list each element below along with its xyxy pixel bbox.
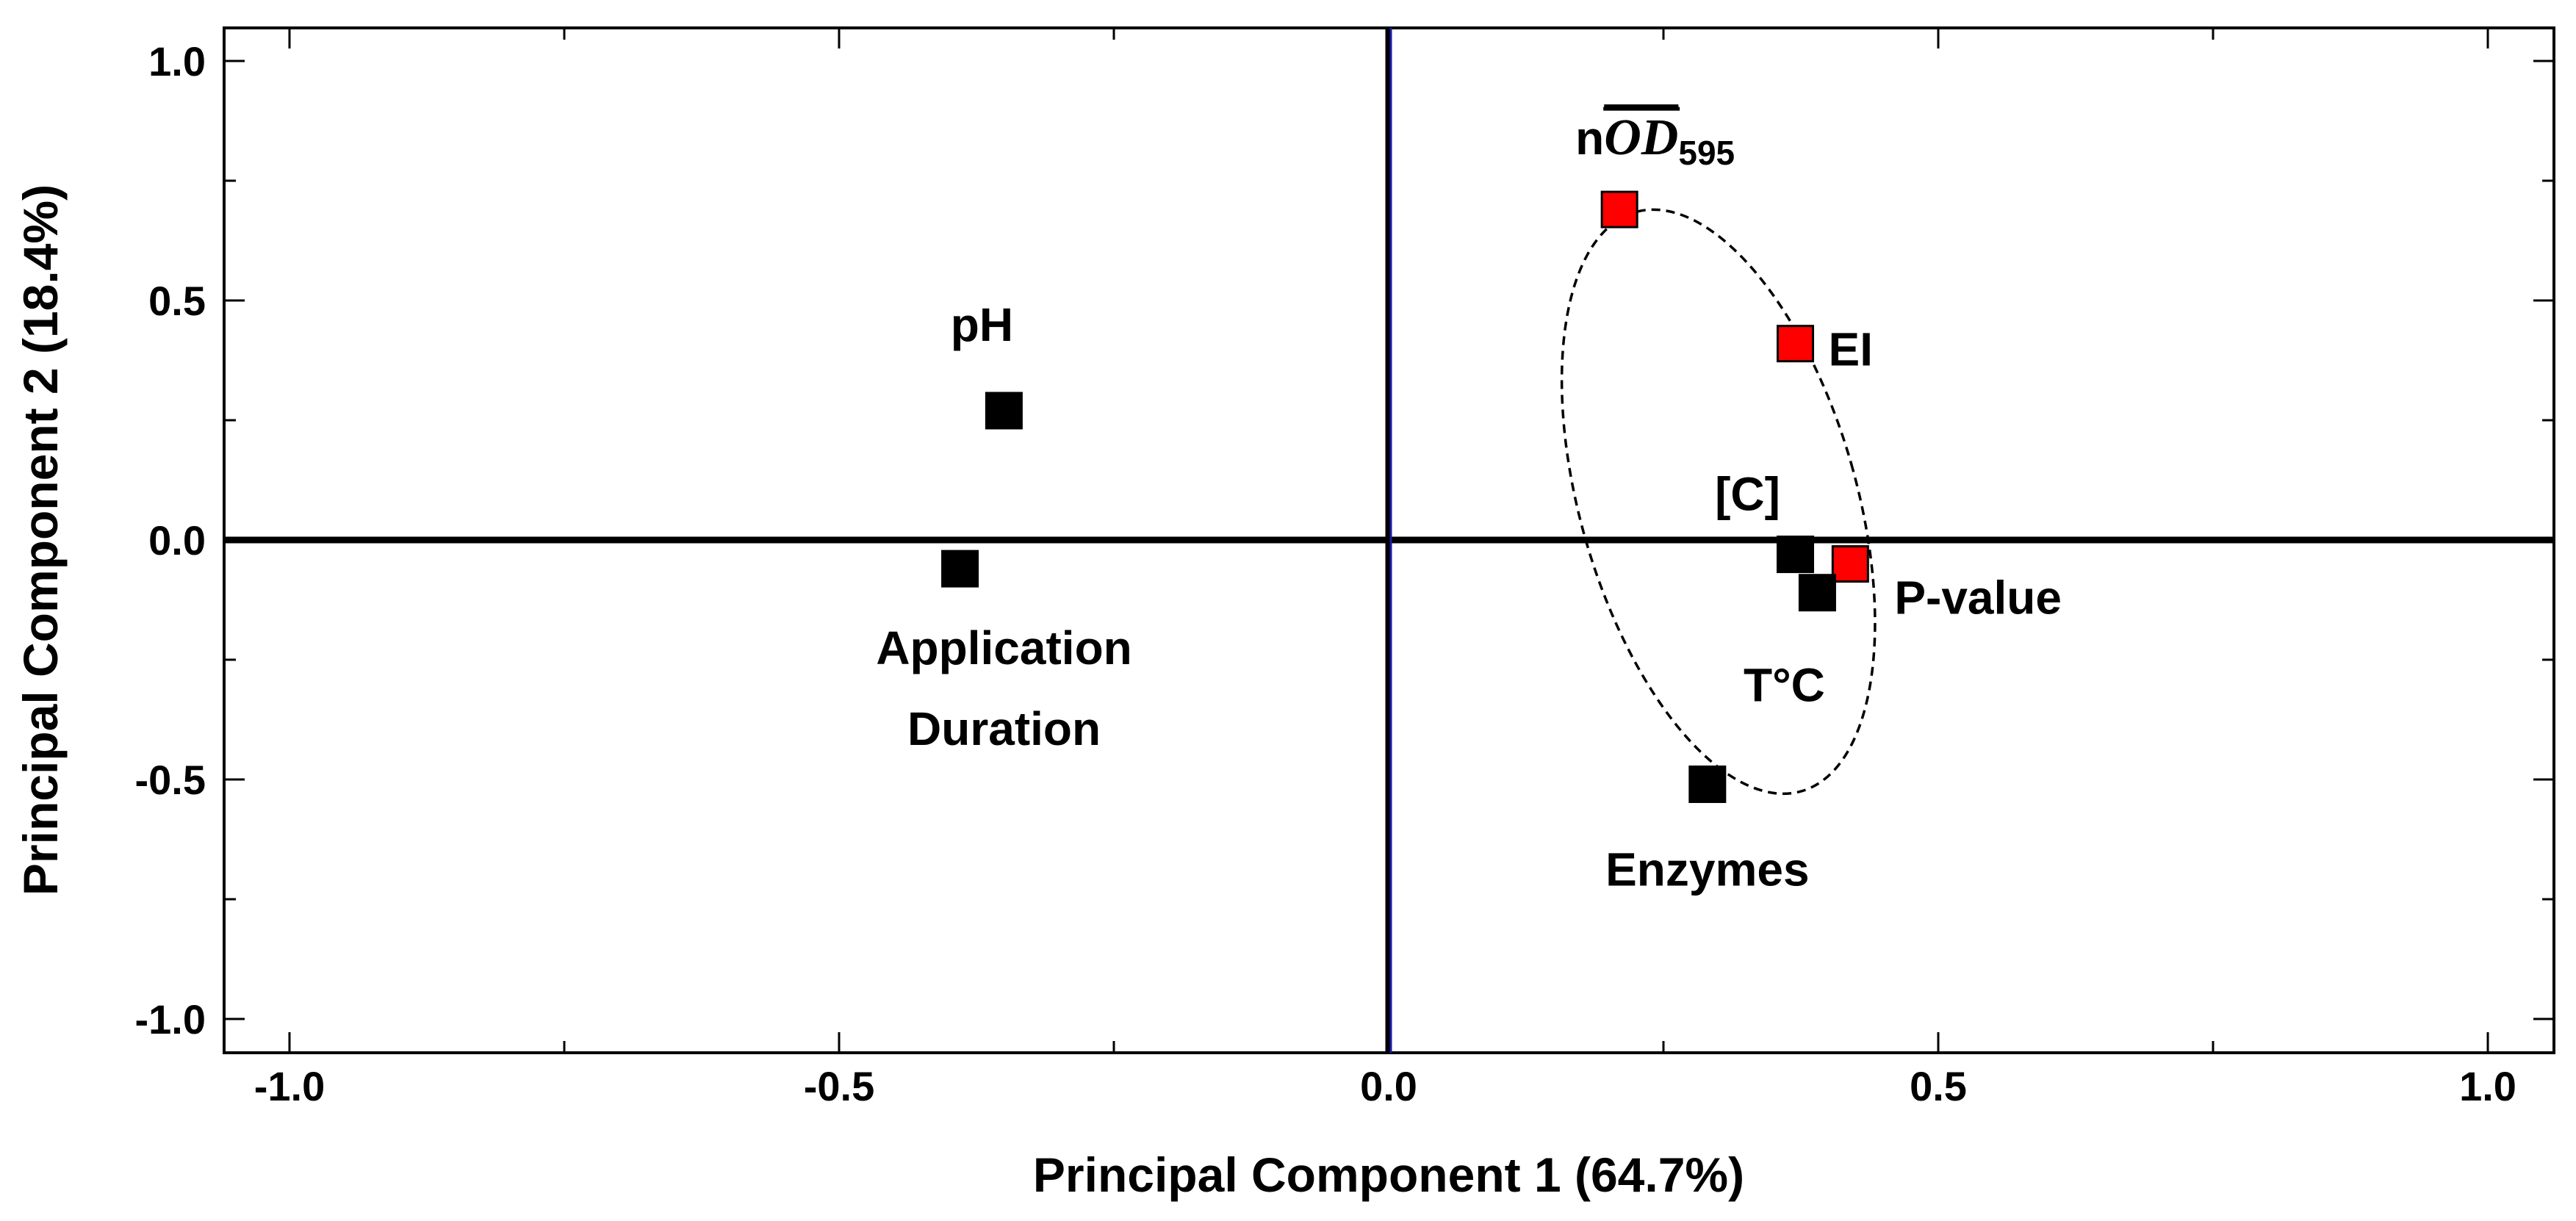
label-p-value: P-value xyxy=(1894,572,2062,624)
x-tick-label: 0.0 xyxy=(1360,1063,1417,1109)
marker-c xyxy=(1777,536,1815,574)
x-tick-label: -0.5 xyxy=(804,1063,875,1109)
marker-nod595 xyxy=(1600,190,1638,228)
y-axis-title: Principal Component 2 (18.4%) xyxy=(13,184,68,896)
label-ei: EI xyxy=(1829,323,1873,376)
cluster-ellipse xyxy=(1560,208,1877,796)
label-application-duration: Application Duration xyxy=(876,622,1132,755)
axis-tick-labels: -1.0 -0.5 0.0 0.5 1.0 1.0 0.5 0.0 -0.5 -1.0 xyxy=(135,38,2516,1109)
marker-pH xyxy=(985,392,1023,430)
marker-ei xyxy=(1777,325,1815,363)
marker-p-value xyxy=(1831,545,1869,583)
y-tick-label: 1.0 xyxy=(148,38,206,84)
data-point-labels: pH Application Duration nOD595 EI [C] P-value T… xyxy=(876,107,2062,896)
x-axis-title: Principal Component 1 (64.7%) xyxy=(1033,1148,1744,1202)
x-tick-label: -1.0 xyxy=(254,1063,325,1109)
marker-enzymes xyxy=(1688,766,1727,804)
y-tick-label: -1.0 xyxy=(135,996,206,1042)
label-pH: pH xyxy=(951,298,1013,351)
data-points xyxy=(941,190,1869,804)
y-tick-label: 0.5 xyxy=(148,278,206,324)
y-tick-label: -0.5 xyxy=(135,757,206,803)
label-enzymes: Enzymes xyxy=(1605,843,1809,896)
label-t-c: T°C xyxy=(1744,659,1825,712)
label-nod595: nOD595 xyxy=(1575,109,1735,172)
x-tick-label: 1.0 xyxy=(2459,1063,2516,1109)
x-tick-label: 0.5 xyxy=(1910,1063,1967,1109)
y-tick-label: 0.0 xyxy=(148,517,206,563)
marker-application-duration xyxy=(941,550,979,588)
marker-t-c xyxy=(1798,574,1836,612)
label-c: [C] xyxy=(1715,468,1780,521)
